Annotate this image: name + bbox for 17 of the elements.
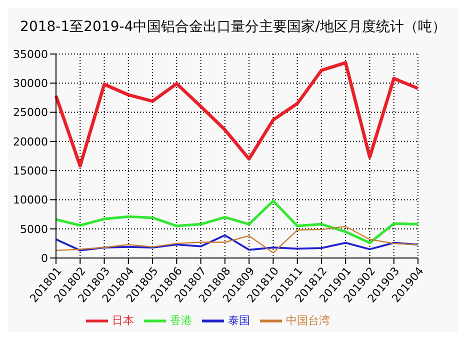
- legend-label: 日本: [112, 314, 134, 328]
- y-tick-label: 25000: [13, 106, 48, 120]
- y-tick-label: 35000: [13, 48, 48, 61]
- legend-label: 泰国: [228, 314, 250, 328]
- line-series: [54, 61, 420, 168]
- line-series: [55, 234, 419, 252]
- y-tick-label: 30000: [13, 77, 48, 90]
- legend-label: 香港: [170, 314, 192, 328]
- y-tick-label: 0: [41, 252, 48, 265]
- y-tick-label: 15000: [13, 164, 48, 178]
- y-tick-label: 20000: [13, 135, 48, 148]
- chart-title: 2018-1至2019-4中国铝合金出口量分主要国家/地区月度统计（吨）: [19, 18, 447, 37]
- line-series: [55, 226, 419, 254]
- line-series: [54, 200, 420, 244]
- y-tick-label: 10000: [13, 194, 48, 207]
- legend-label: 中国台湾: [286, 314, 330, 328]
- y-tick-label: 5000: [20, 222, 48, 236]
